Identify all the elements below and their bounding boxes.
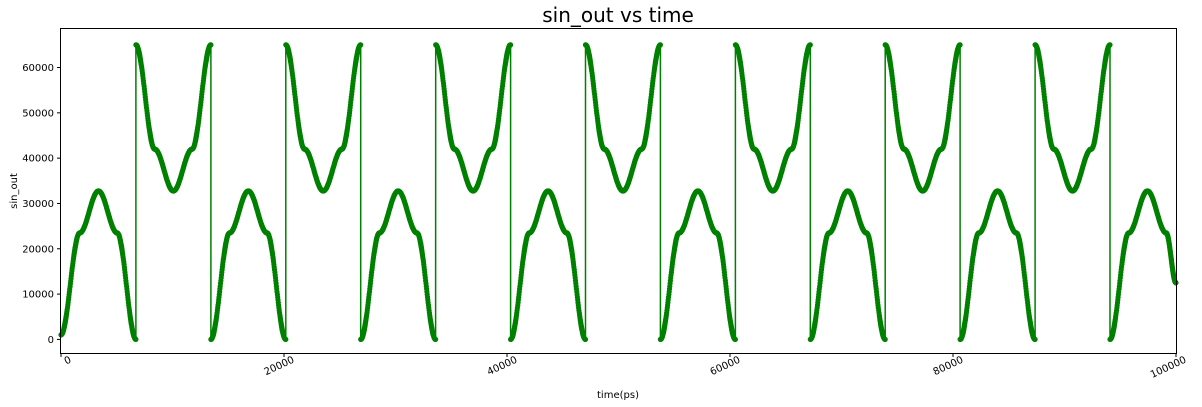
y-tick-label: 20000 [22,244,54,255]
y-tick-label: 30000 [22,199,54,210]
y-tick-label: 40000 [22,154,54,165]
y-axis-label: sin_out [9,173,20,209]
data-point [358,42,364,48]
y-axis: 0 10000 20000 30000 40000 50000 60000 [22,63,61,346]
x-axis: 0 20000 40000 60000 80000 100000 [60,353,1188,381]
x-tick-label: 100000 [1149,355,1188,381]
data-point [1032,336,1038,342]
data-point [133,336,139,342]
x-tick-label: 80000 [932,355,965,378]
x-tick-label: 40000 [486,355,519,378]
data-point [882,336,888,342]
y-tick-label: 50000 [22,108,54,119]
data-point [732,336,739,342]
data-point [807,42,813,48]
y-tick-label: 10000 [22,290,54,301]
plot-area [58,42,1179,342]
data-point [957,42,963,48]
data-point [433,336,439,342]
data-point [508,42,514,48]
x-tick-label: 60000 [709,355,742,378]
x-axis-label: time(ps) [597,390,639,401]
data-point [208,42,214,48]
x-tick-label: 0 [63,355,73,368]
data-point [657,42,664,48]
y-tick-label: 60000 [22,63,54,74]
y-tick-label: 0 [48,335,54,346]
series-markers [58,42,1179,342]
data-point [283,336,289,342]
chart-title: sin_out vs time [542,3,694,27]
x-tick-label: 20000 [263,355,296,378]
data-point [582,336,589,342]
series-line [60,44,1177,340]
data-point [1107,42,1113,48]
plot-frame [60,28,1177,354]
